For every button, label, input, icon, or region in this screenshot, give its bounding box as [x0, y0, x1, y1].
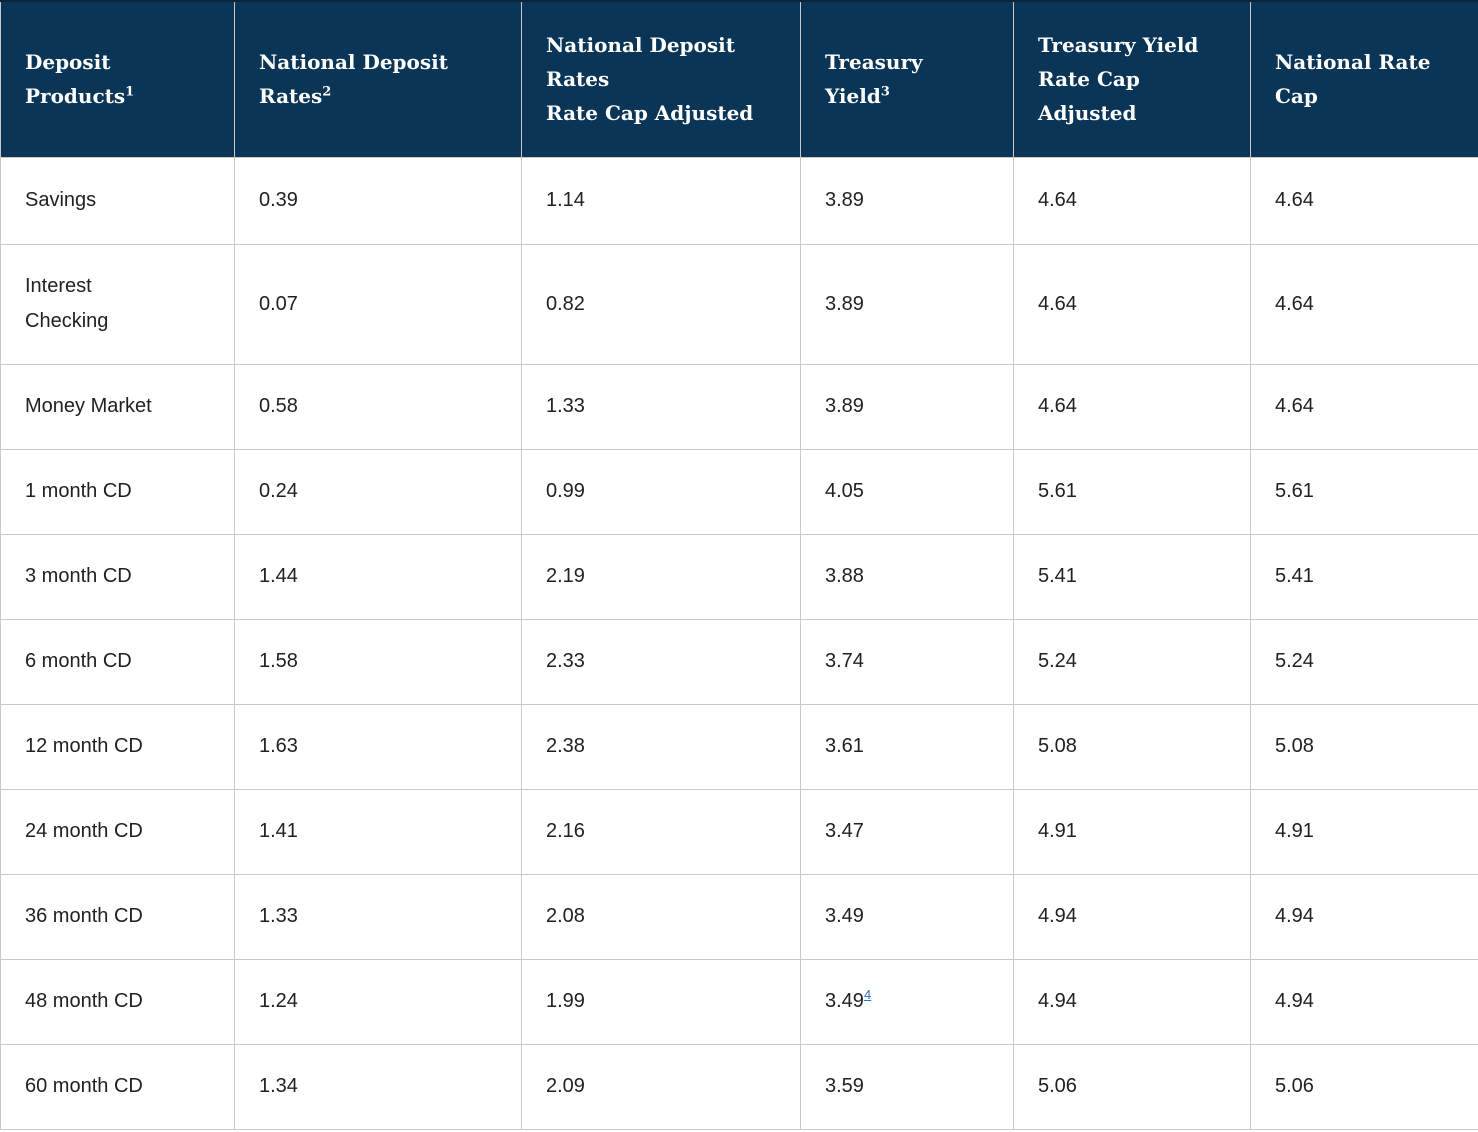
cell-national-deposit-rate: 0.39 — [234, 156, 522, 245]
table-row: 36 month CD 1.33 2.08 3.49 4.94 4.94 — [0, 873, 1478, 960]
cell-treasury-yield-cap-adjusted: 5.08 — [1013, 703, 1251, 790]
cell-treasury-yield-cap-adjusted: 5.06 — [1013, 1043, 1251, 1130]
cell-national-deposit-rate: 1.41 — [234, 788, 522, 875]
cell-deposit-rate-cap-adjusted: 1.14 — [521, 156, 801, 245]
table-row: 24 month CD 1.41 2.16 3.47 4.91 4.91 — [0, 788, 1478, 875]
table-row: 6 month CD 1.58 2.33 3.74 5.24 5.24 — [0, 618, 1478, 705]
cell-national-rate-cap: 4.64 — [1250, 156, 1478, 245]
cell-treasury-yield: 3.74 — [800, 618, 1014, 705]
cell-product: Interest Checking — [0, 243, 235, 365]
cell-treasury-yield: 3.89 — [800, 363, 1014, 450]
table-row: 3 month CD 1.44 2.19 3.88 5.41 5.41 — [0, 533, 1478, 620]
cell-national-deposit-rate: 1.58 — [234, 618, 522, 705]
cell-treasury-yield: 3.61 — [800, 703, 1014, 790]
table-row: Interest Checking 0.07 0.82 3.89 4.64 4.… — [0, 243, 1478, 365]
cell-deposit-rate-cap-adjusted: 1.99 — [521, 958, 801, 1045]
cell-treasury-yield: 3.89 — [800, 156, 1014, 245]
column-header-national-deposit-rates: National Deposit Rates2 — [234, 0, 522, 158]
table-row: 60 month CD 1.34 2.09 3.59 5.06 5.06 — [0, 1043, 1478, 1130]
column-header-national-rate-cap: National Rate Cap — [1250, 0, 1478, 158]
cell-deposit-rate-cap-adjusted: 0.82 — [521, 243, 801, 365]
cell-treasury-yield: 3.47 — [800, 788, 1014, 875]
cell-product: Savings — [0, 156, 235, 245]
cell-deposit-rate-cap-adjusted: 2.33 — [521, 618, 801, 705]
cell-product: 3 month CD — [0, 533, 235, 620]
column-header-treasury-yield: Treasury Yield3 — [800, 0, 1014, 158]
cell-product: 6 month CD — [0, 618, 235, 705]
cell-treasury-yield-cap-adjusted: 4.94 — [1013, 873, 1251, 960]
cell-deposit-rate-cap-adjusted: 2.19 — [521, 533, 801, 620]
column-header-label: Treasury Yield — [825, 50, 923, 109]
cell-deposit-rate-cap-adjusted: 2.08 — [521, 873, 801, 960]
footnote-ref-2: 2 — [322, 84, 332, 100]
cell-treasury-yield: 3.494 — [800, 958, 1014, 1045]
table-row: Money Market 0.58 1.33 3.89 4.64 4.64 — [0, 363, 1478, 450]
cell-treasury-yield: 3.89 — [800, 243, 1014, 365]
cell-national-deposit-rate: 1.34 — [234, 1043, 522, 1130]
cell-treasury-yield: 3.49 — [800, 873, 1014, 960]
cell-treasury-yield: 4.05 — [800, 448, 1014, 535]
cell-national-deposit-rate: 1.33 — [234, 873, 522, 960]
column-header-label: National Deposit Rates — [259, 50, 448, 109]
cell-national-deposit-rate: 0.24 — [234, 448, 522, 535]
cell-product: Money Market — [0, 363, 235, 450]
cell-deposit-rate-cap-adjusted: 1.33 — [521, 363, 801, 450]
column-header-treasury-yield-cap-adjusted: Treasury Yield Rate Cap Adjusted — [1013, 0, 1251, 158]
cell-deposit-rate-cap-adjusted: 2.16 — [521, 788, 801, 875]
cell-deposit-rate-cap-adjusted: 2.09 — [521, 1043, 801, 1130]
footnote-ref-3: 3 — [880, 84, 890, 100]
cell-national-rate-cap: 5.61 — [1250, 448, 1478, 535]
cell-deposit-rate-cap-adjusted: 0.99 — [521, 448, 801, 535]
cell-product: 36 month CD — [0, 873, 235, 960]
cell-national-rate-cap: 5.08 — [1250, 703, 1478, 790]
cell-national-rate-cap: 4.64 — [1250, 243, 1478, 365]
cell-national-deposit-rate: 0.07 — [234, 243, 522, 365]
cell-treasury-yield-cap-adjusted: 5.61 — [1013, 448, 1251, 535]
cell-national-rate-cap: 4.91 — [1250, 788, 1478, 875]
cell-national-rate-cap: 5.06 — [1250, 1043, 1478, 1130]
cell-product: 12 month CD — [0, 703, 235, 790]
column-header-national-deposit-rates-cap-adjusted: National Deposit Rates Rate Cap Adjusted — [521, 0, 801, 158]
column-header-label: Treasury Yield Rate Cap Adjusted — [1038, 33, 1199, 126]
header-row: Deposit Products1 National Deposit Rates… — [0, 0, 1478, 158]
column-header-label: Deposit Products — [25, 50, 126, 109]
cell-product: 24 month CD — [0, 788, 235, 875]
cell-deposit-rate-cap-adjusted: 2.38 — [521, 703, 801, 790]
treasury-yield-value: 3.49 — [825, 990, 864, 1012]
cell-national-deposit-rate: 0.58 — [234, 363, 522, 450]
cell-national-rate-cap: 4.64 — [1250, 363, 1478, 450]
cell-product: 60 month CD — [0, 1043, 235, 1130]
cell-national-deposit-rate: 1.24 — [234, 958, 522, 1045]
cell-national-rate-cap: 5.41 — [1250, 533, 1478, 620]
table-row: 1 month CD 0.24 0.99 4.05 5.61 5.61 — [0, 448, 1478, 535]
cell-treasury-yield-cap-adjusted: 5.24 — [1013, 618, 1251, 705]
cell-national-rate-cap: 4.94 — [1250, 873, 1478, 960]
column-header-label: National Rate Cap — [1275, 50, 1431, 109]
cell-treasury-yield-cap-adjusted: 4.91 — [1013, 788, 1251, 875]
cell-treasury-yield-cap-adjusted: 4.64 — [1013, 156, 1251, 245]
cell-treasury-yield-cap-adjusted: 5.41 — [1013, 533, 1251, 620]
footnote-4-link[interactable]: 4 — [863, 987, 872, 1003]
cell-national-rate-cap: 5.24 — [1250, 618, 1478, 705]
cell-national-deposit-rate: 1.44 — [234, 533, 522, 620]
cell-treasury-yield: 3.88 — [800, 533, 1014, 620]
cell-treasury-yield: 3.59 — [800, 1043, 1014, 1130]
cell-national-rate-cap: 4.94 — [1250, 958, 1478, 1045]
cell-treasury-yield-cap-adjusted: 4.64 — [1013, 363, 1251, 450]
cell-product: 48 month CD — [0, 958, 235, 1045]
table-row: 12 month CD 1.63 2.38 3.61 5.08 5.08 — [0, 703, 1478, 790]
table-row: 48 month CD 1.24 1.99 3.494 4.94 4.94 — [0, 958, 1478, 1045]
cell-treasury-yield-cap-adjusted: 4.94 — [1013, 958, 1251, 1045]
cell-treasury-yield-cap-adjusted: 4.64 — [1013, 243, 1251, 365]
footnote-ref-1: 1 — [125, 84, 135, 100]
table-row: Savings 0.39 1.14 3.89 4.64 4.64 — [0, 156, 1478, 245]
cell-product: 1 month CD — [0, 448, 235, 535]
column-header-label: National Deposit Rates Rate Cap Adjusted — [546, 33, 754, 126]
column-header-deposit-products: Deposit Products1 — [0, 0, 235, 158]
cell-national-deposit-rate: 1.63 — [234, 703, 522, 790]
